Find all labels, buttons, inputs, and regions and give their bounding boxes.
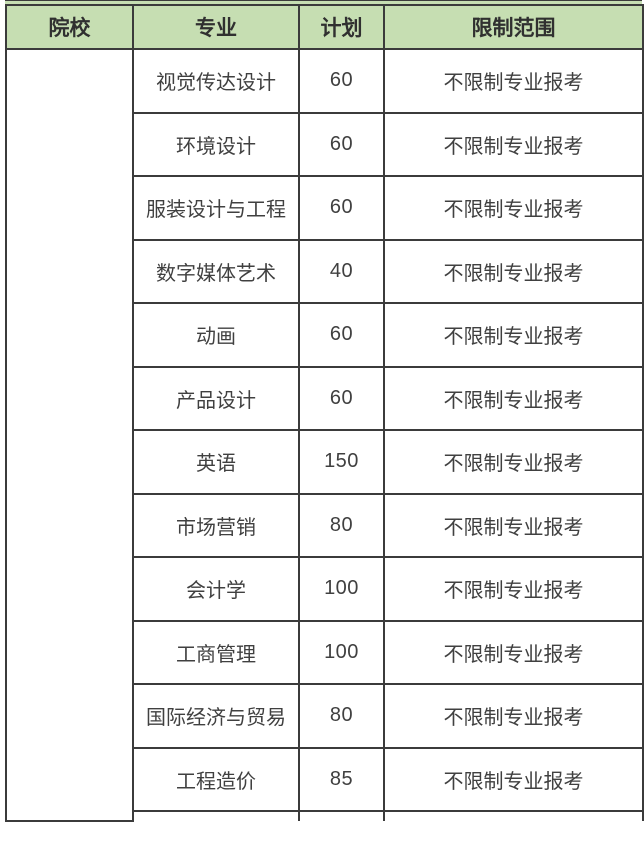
- admissions-plan-table: 院校 专业 计划 限制范围 视觉传达设计 60 不限制专业报考 环境设计 60 …: [5, 4, 644, 822]
- plan-cell: 60: [298, 175, 385, 241]
- plan-cell: 80: [298, 683, 385, 749]
- plan-cell: 60: [298, 111, 385, 177]
- table-row: 国际经济与贸易 80 不限制专业报考: [6, 683, 644, 749]
- major-cell: 市场营销: [132, 492, 300, 558]
- scope-cell: 不限制专业报考: [383, 683, 644, 749]
- header-cell-major: 专业: [132, 4, 300, 50]
- major-cell: 环境设计: [132, 111, 300, 177]
- table-row: 市场营销 80 不限制专业报考: [6, 492, 644, 558]
- table-row: 工商管理 100 不限制专业报考: [6, 619, 644, 685]
- major-cell: 数字媒体艺术: [132, 238, 300, 304]
- table-row: 工程造价 85 不限制专业报考: [6, 746, 644, 812]
- table-row: 英语 150 不限制专业报考: [6, 429, 644, 495]
- plan-cell: 60: [298, 302, 385, 368]
- major-cell: 工程造价: [132, 746, 300, 812]
- major-cell: [132, 810, 300, 821]
- major-cell: 会计学: [132, 556, 300, 622]
- plan-cell: 150: [298, 429, 385, 495]
- plan-cell: 40: [298, 238, 385, 304]
- scope-cell: [383, 810, 644, 821]
- major-cell: 英语: [132, 429, 300, 495]
- plan-cell: 85: [298, 746, 385, 812]
- scope-cell: 不限制专业报考: [383, 111, 644, 177]
- table-row: 动画 60 不限制专业报考: [6, 302, 644, 368]
- table-row: 视觉传达设计 60 不限制专业报考: [5, 48, 644, 822]
- header-cell-plan: 计划: [298, 4, 385, 50]
- major-cell: 视觉传达设计: [132, 48, 300, 114]
- scope-cell: 不限制专业报考: [383, 48, 644, 114]
- scope-cell: 不限制专业报考: [383, 429, 644, 495]
- scope-cell: 不限制专业报考: [383, 746, 644, 812]
- plan-cell: 80: [298, 492, 385, 558]
- header-cell-scope: 限制范围: [383, 4, 644, 50]
- table-row: 数字媒体艺术 40 不限制专业报考: [6, 238, 644, 304]
- major-cell: 动画: [132, 302, 300, 368]
- scope-cell: 不限制专业报考: [383, 175, 644, 241]
- scope-cell: 不限制专业报考: [383, 492, 644, 558]
- major-cell: 产品设计: [132, 365, 300, 431]
- scope-cell: 不限制专业报考: [383, 302, 644, 368]
- scope-cell: 不限制专业报考: [383, 619, 644, 685]
- scope-cell: 不限制专业报考: [383, 556, 644, 622]
- major-cell: 服装设计与工程: [132, 175, 300, 241]
- table-row: 环境设计 60 不限制专业报考: [6, 111, 644, 177]
- plan-cell: 60: [298, 48, 385, 114]
- major-cell: 工商管理: [132, 619, 300, 685]
- school-merged-cell: [5, 48, 134, 822]
- scope-cell: 不限制专业报考: [383, 365, 644, 431]
- clipped-previous-row-sliver: [5, 0, 642, 4]
- header-cell-school: 院校: [5, 4, 134, 50]
- table-row: 会计学 100 不限制专业报考: [6, 556, 644, 622]
- header-row: 院校 专业 计划 限制范围: [5, 4, 644, 50]
- plan-cell: [298, 810, 385, 821]
- table-row: 产品设计 60 不限制专业报考: [6, 365, 644, 431]
- plan-cell: 60: [298, 365, 385, 431]
- clipped-next-row: [6, 810, 644, 821]
- scope-cell: 不限制专业报考: [383, 238, 644, 304]
- table-row: 服装设计与工程 60 不限制专业报考: [6, 175, 644, 241]
- plan-cell: 100: [298, 556, 385, 622]
- plan-cell: 100: [298, 619, 385, 685]
- major-cell: 国际经济与贸易: [132, 683, 300, 749]
